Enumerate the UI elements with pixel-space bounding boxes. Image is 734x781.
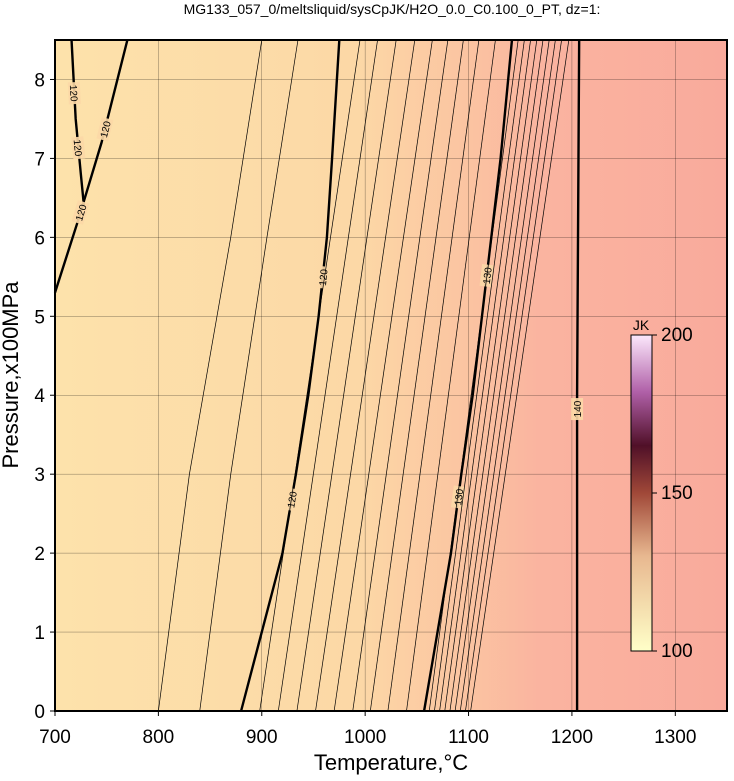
minor-contour (454, 39, 550, 712)
contour-label-bg (71, 136, 86, 160)
minor-contour (428, 39, 519, 712)
contour-label: 120 (71, 139, 84, 157)
x-tick-label: 900 (246, 727, 278, 748)
minor-contour (439, 39, 531, 712)
y-tick-label: 5 (34, 307, 45, 328)
contour-label-group: 120 (71, 200, 90, 225)
colorbar-tick-label: 100 (661, 641, 693, 662)
minor-contour (369, 39, 464, 712)
minor-contour (449, 39, 544, 712)
contour-label: 130 (453, 488, 466, 506)
colorbar-label: JK (633, 317, 650, 333)
minor-contour (465, 39, 562, 712)
x-tick-label: 1200 (551, 727, 593, 748)
y-tick-label: 8 (34, 70, 45, 91)
y-tick-label: 3 (34, 465, 45, 486)
minor-contour (444, 39, 538, 712)
y-tick-label: 7 (34, 149, 45, 170)
minor-contour (352, 39, 449, 712)
contour-label-group: 120 (96, 117, 114, 142)
y-tick-label: 1 (34, 623, 45, 644)
contour-label: 130 (482, 266, 495, 284)
y-tick-label: 0 (34, 702, 45, 723)
plot-frame (54, 39, 728, 712)
major-contour (53, 39, 129, 293)
y-tick-label: 4 (34, 386, 45, 407)
contour-label: 120 (67, 85, 79, 103)
contour-label: 120 (74, 203, 89, 223)
major-contour (575, 39, 581, 711)
contour-label-group: 120 (71, 136, 86, 160)
colorbar-tick-label: 200 (661, 325, 693, 346)
y-tick-label: 6 (34, 228, 45, 249)
minor-contour (333, 39, 433, 712)
y-tick-label: 2 (34, 544, 45, 565)
contour-label-group: 140 (571, 398, 584, 421)
contour-label-group: 120 (67, 81, 81, 105)
x-tick-label: 1000 (344, 727, 386, 748)
colorbar-tick-label: 150 (661, 483, 693, 504)
x-tick-label: 700 (39, 727, 71, 748)
colorbar (630, 334, 653, 652)
contour-label-bg (571, 398, 584, 421)
contour-label-bg (67, 81, 81, 105)
x-tick-label: 1100 (448, 727, 489, 748)
minor-contour (434, 39, 525, 712)
minor-contour (315, 39, 416, 712)
y-axis-label: Pressure,x100MPa (0, 281, 23, 469)
minor-contour (158, 39, 263, 712)
minor-contour (259, 39, 361, 712)
x-tick-label: 1300 (654, 727, 696, 748)
x-axis-label: Temperature,°C (314, 750, 468, 775)
contour-label-group: 120 (315, 265, 331, 289)
contour-label: 140 (573, 400, 584, 417)
minor-contour (470, 39, 570, 712)
chart-title: MG133_057_0/meltsliquid/sysCpJK/H2O_0.0_… (184, 1, 601, 17)
contour-label-bg (315, 265, 330, 289)
minor-contour (199, 39, 299, 712)
plot-background (55, 40, 727, 711)
minor-contour (277, 39, 378, 712)
minor-contour (296, 39, 397, 712)
minor-contour (459, 39, 556, 712)
contour-label-bg (96, 117, 114, 142)
contour-label-bg (71, 200, 90, 225)
major-contour (239, 39, 341, 712)
contour-label: 120 (286, 490, 300, 509)
contour-label: 120 (99, 120, 114, 139)
major-contour (422, 39, 514, 712)
x-tick-label: 800 (143, 727, 175, 748)
minor-contour (406, 39, 496, 712)
minor-contour (387, 39, 480, 712)
